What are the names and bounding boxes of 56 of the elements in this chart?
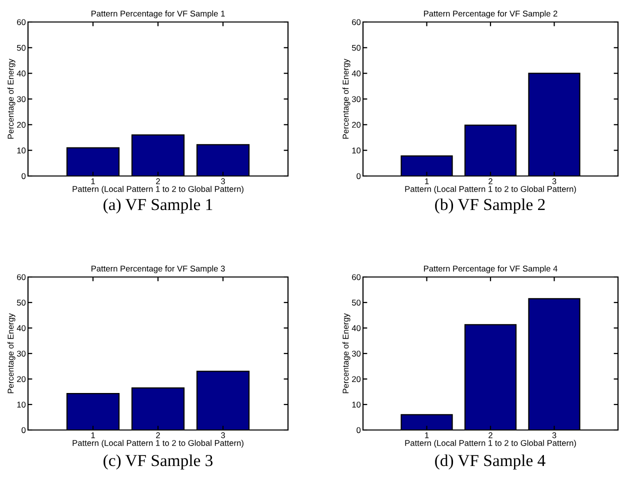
y-axis-title: Percentage of Energy <box>8 58 16 139</box>
y-tick-label: 0 <box>22 173 26 180</box>
y-tick-label: 40 <box>16 70 26 76</box>
y-tick-label: 30 <box>352 96 361 102</box>
y-tick-label: 0 <box>22 427 26 434</box>
text: (d) VF Sample 4 <box>435 454 546 470</box>
y-axis-title: Percentage of Energy <box>342 313 350 394</box>
y-axis-title: Percentage of Energy <box>8 313 16 394</box>
y-tick-label: 60 <box>352 19 361 26</box>
y-tick-label: 30 <box>16 96 26 102</box>
text: (a) VF Sample 1 <box>104 198 212 214</box>
x-tick-label: 1 <box>425 178 429 184</box>
x-axis-title: Pattern (Local Pattern 1 to 2 to Global Pattern) <box>405 440 576 448</box>
y-tick-label: 40 <box>352 325 361 332</box>
y-tick-label: 50 <box>352 300 361 306</box>
y-tick-label: 60 <box>17 19 26 26</box>
x-axis-title: Pattern (Local Pattern 1 to 2 to Global Pattern) <box>72 440 244 448</box>
y-tick-label: 30 <box>16 350 26 357</box>
y-tick-label: 0 <box>356 173 361 180</box>
y-tick-label: 10 <box>17 402 26 408</box>
y-tick-label: 10 <box>352 402 361 408</box>
x-tick-label: 3 <box>221 432 225 438</box>
x-tick-label: 1 <box>425 432 429 438</box>
y-tick-label: 20 <box>17 122 26 128</box>
y-tick-label: 30 <box>352 350 361 357</box>
y-tick-label: 50 <box>16 300 26 306</box>
y-tick-label: 50 <box>16 44 26 51</box>
y-tick-label: 40 <box>16 325 26 332</box>
y-tick-label: 20 <box>352 376 361 382</box>
x-axis-title: Pattern (Local Pattern 1 to 2 to Global Pattern) <box>72 186 244 194</box>
x-tick-label: 1 <box>91 178 95 184</box>
x-tick-label: 1 <box>91 432 95 438</box>
x-tick-label: 3 <box>552 178 556 184</box>
chart-title: Pattern Percentage for VF Sample 4 <box>424 265 558 274</box>
y-tick-label: 0 <box>356 427 361 434</box>
chart-title: Pattern Percentage for VF Sample 2 <box>424 10 558 18</box>
text: (c) VF Sample 3 <box>104 454 213 470</box>
x-axis-title: Pattern (Local Pattern 1 to 2 to Global Pattern) <box>405 186 576 194</box>
x-tick-label: 3 <box>552 432 556 438</box>
y-tick-label: 40 <box>352 70 361 76</box>
y-tick-label: 50 <box>352 44 361 51</box>
y-tick-label: 20 <box>17 376 26 382</box>
y-tick-label: 60 <box>352 274 361 280</box>
chart-title: Pattern Percentage for VF Sample 3 <box>92 265 225 274</box>
x-tick-label: 2 <box>156 432 160 438</box>
x-tick-label: 2 <box>488 432 492 438</box>
y-tick-label: 10 <box>17 148 26 154</box>
text: (b) VF Sample 2 <box>435 198 545 214</box>
y-tick-label: 60 <box>17 274 26 280</box>
y-tick-label: 20 <box>352 122 361 128</box>
x-tick-label: 2 <box>488 178 492 184</box>
x-tick-label: 2 <box>156 178 160 184</box>
y-tick-label: 10 <box>352 148 361 154</box>
y-axis-title: Percentage of Energy <box>342 58 350 139</box>
x-tick-label: 3 <box>221 178 225 184</box>
chart-title: Pattern Percentage for VF Sample 1 <box>92 10 225 18</box>
